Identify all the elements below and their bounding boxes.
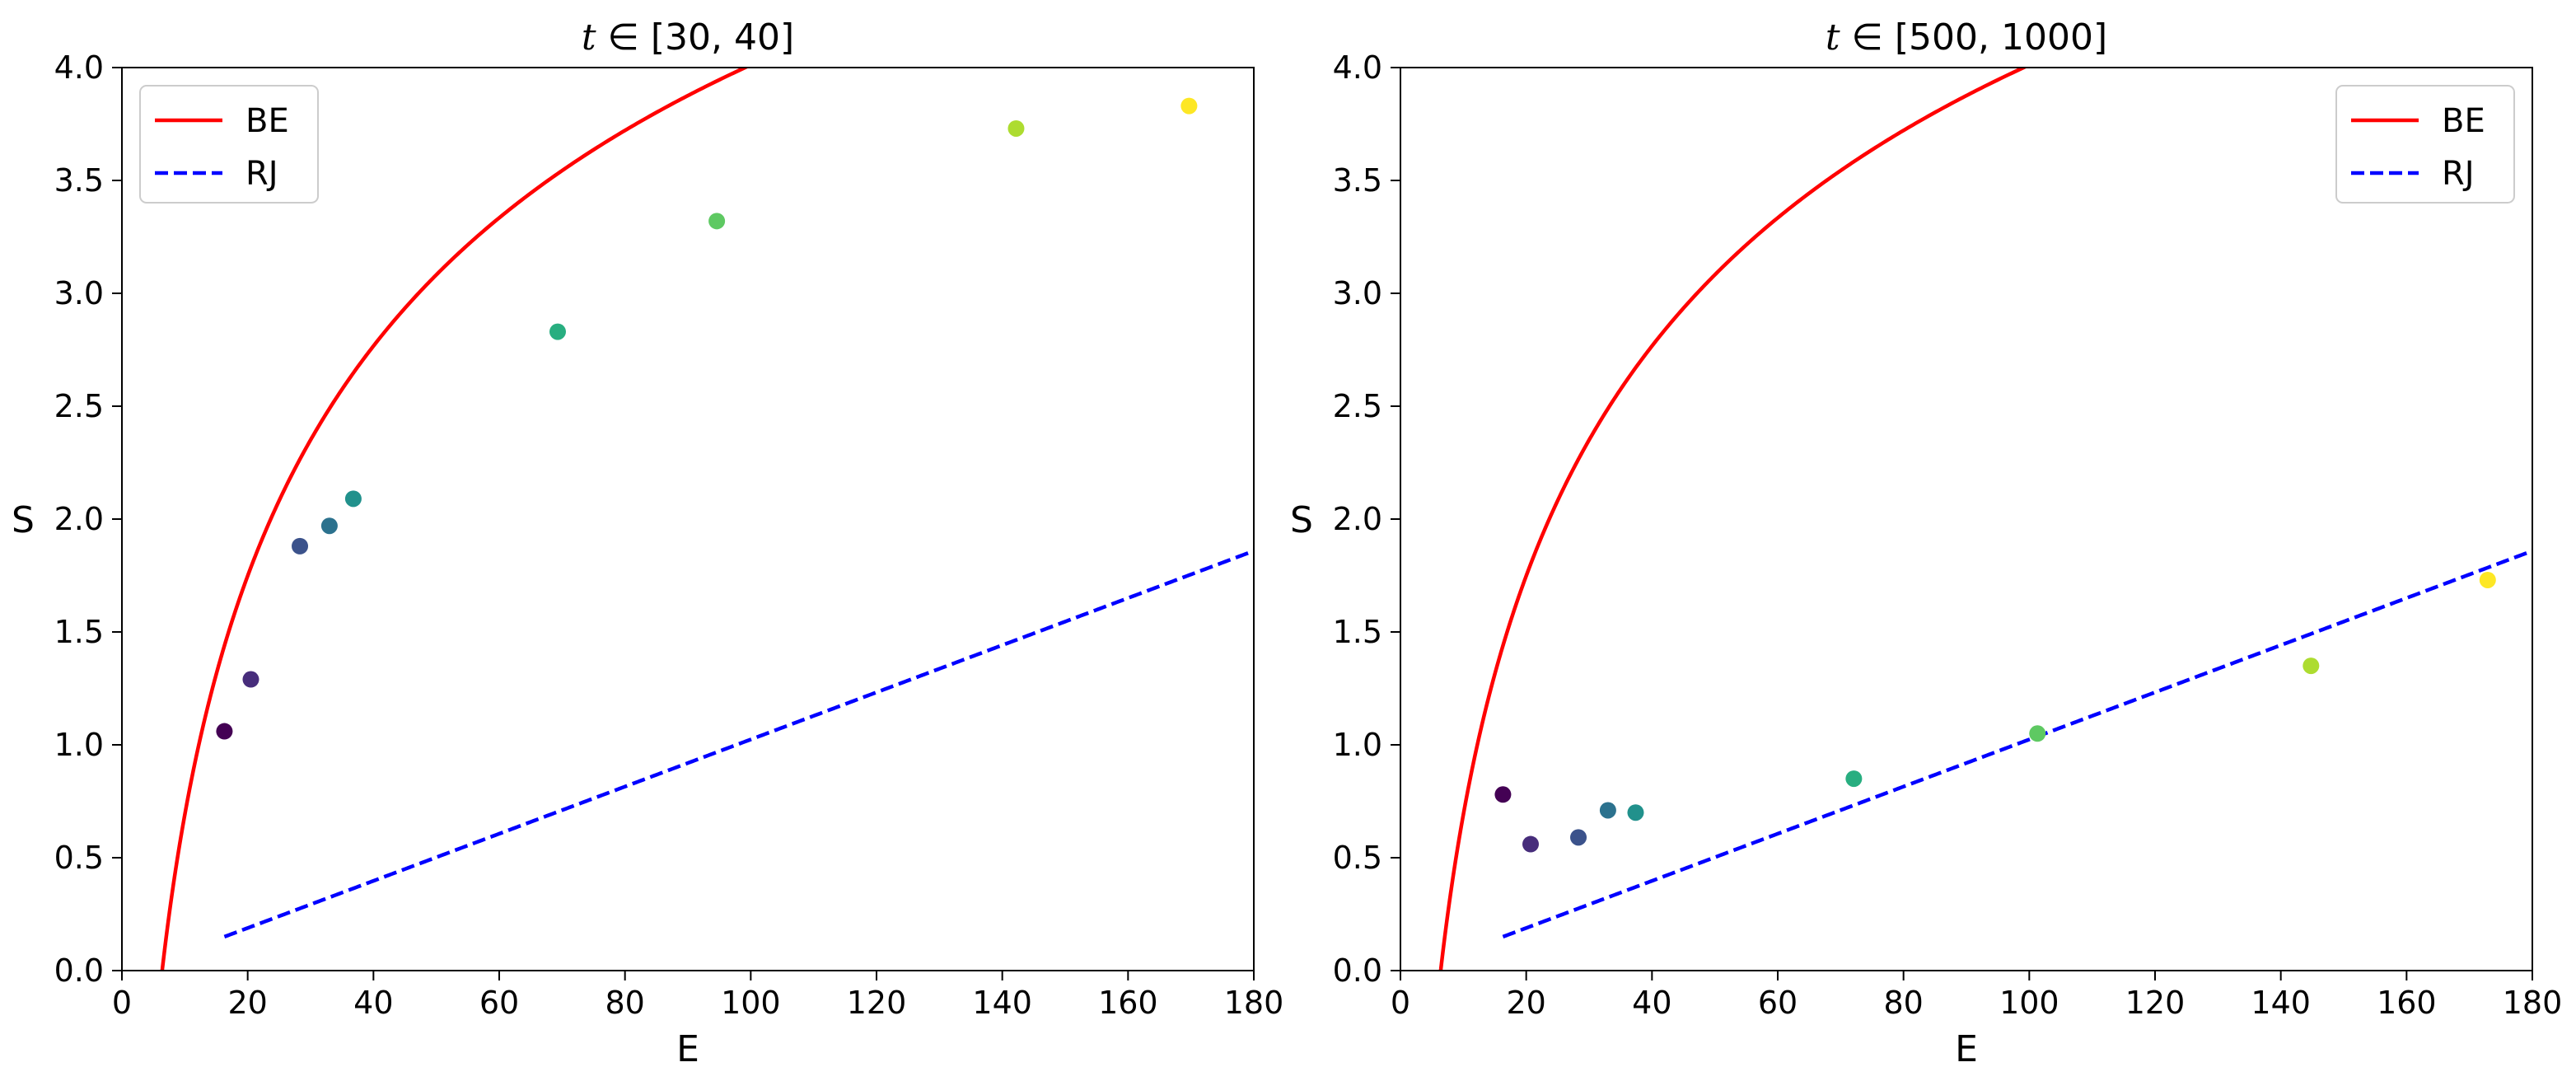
legend-label-be: BE xyxy=(245,102,289,140)
legend-box xyxy=(139,85,319,204)
data-point xyxy=(242,671,259,688)
y-tick-label: 4.0 xyxy=(54,49,104,86)
x-tick-label: 100 xyxy=(721,985,781,1021)
y-tick-label: 1.5 xyxy=(1333,614,1382,650)
y-tick-label: 0.0 xyxy=(1333,952,1382,989)
x-tick-label: 160 xyxy=(1098,985,1158,1021)
x-tick-label: 120 xyxy=(847,985,907,1021)
legend-label-rj: RJ xyxy=(245,155,278,193)
subplot-1: 0 20 40 60 80 100 120 140 160 180 0.0 0.5 1.0 1.5 2.0 2… xyxy=(12,16,1284,1070)
y-axis-label: S xyxy=(1290,499,1313,541)
x-tick-label: 0 xyxy=(1391,985,1410,1021)
x-tick-label: 60 xyxy=(479,985,519,1021)
y-tick-label: 4.0 xyxy=(1333,49,1382,86)
legend-box xyxy=(2335,85,2515,204)
subplot-2: 0 20 40 60 80 100 120 140 160 180 0.0 0.5 1.0 1.5 2.0 2… xyxy=(1290,16,2563,1070)
data-point xyxy=(549,323,566,340)
y-tick-label: 3.0 xyxy=(1333,275,1382,311)
x-tick-label: 140 xyxy=(972,985,1032,1021)
data-point xyxy=(708,213,726,230)
x-tick-label: 100 xyxy=(1999,985,2059,1021)
data-point xyxy=(1845,770,1863,788)
y-axis-label: S xyxy=(12,499,35,541)
y-tick-label: 1.5 xyxy=(54,614,104,650)
data-point xyxy=(2303,657,2320,675)
legend-label-rj: RJ xyxy=(2442,155,2475,193)
x-axis-label: E xyxy=(1955,1028,1978,1070)
x-tick-label: 80 xyxy=(605,985,644,1021)
y-tick-label: 0.0 xyxy=(54,952,104,989)
data-point xyxy=(2479,571,2496,588)
data-point xyxy=(1627,804,1644,821)
data-point xyxy=(1570,829,1587,846)
data-point xyxy=(1007,119,1025,137)
x-tick-label: 160 xyxy=(2377,985,2437,1021)
data-point xyxy=(216,723,233,740)
data-point xyxy=(1494,786,1512,803)
series-line-rj xyxy=(223,549,1254,939)
y-tick-label: 3.5 xyxy=(1333,162,1382,199)
x-axis-label: E xyxy=(676,1028,699,1070)
x-tick-label: 20 xyxy=(1506,985,1545,1021)
series-line-rj xyxy=(1502,549,2532,939)
x-tick-label: 80 xyxy=(1883,985,1923,1021)
chart-title: t ∈ [500, 1000] xyxy=(1826,16,2107,58)
legend: BE RJ xyxy=(2335,85,2515,204)
y-tick-label: 2.0 xyxy=(1333,501,1382,537)
data-point xyxy=(1522,835,1540,853)
legend: BE RJ xyxy=(139,85,319,204)
y-tick-label: 3.0 xyxy=(54,275,104,311)
y-tick-label: 2.0 xyxy=(54,501,104,537)
x-tick-label: 180 xyxy=(1224,985,1284,1021)
data-point xyxy=(1180,97,1198,115)
y-tick-label: 1.0 xyxy=(54,727,104,763)
x-tick-label: 140 xyxy=(2251,985,2311,1021)
series-line-be xyxy=(160,68,750,971)
x-tick-label: 120 xyxy=(2125,985,2186,1021)
data-point xyxy=(2029,725,2046,742)
x-tick-label: 0 xyxy=(112,985,132,1021)
x-tick-label: 180 xyxy=(2503,985,2563,1021)
x-tick-label: 40 xyxy=(353,985,393,1021)
x-tick-label: 60 xyxy=(1758,985,1798,1021)
y-tick-label: 0.5 xyxy=(1333,840,1382,876)
y-tick-label: 3.5 xyxy=(54,162,104,199)
data-point xyxy=(292,537,309,555)
y-tick-label: 0.5 xyxy=(54,840,104,876)
y-tick-label: 2.5 xyxy=(54,388,104,424)
data-point xyxy=(320,517,338,535)
data-point xyxy=(344,490,362,508)
data-point xyxy=(1599,802,1616,819)
series-line-be xyxy=(1438,68,2028,971)
chart-title: t ∈ [30, 40] xyxy=(582,16,794,58)
x-tick-label: 20 xyxy=(227,985,267,1021)
x-tick-label: 40 xyxy=(1632,985,1671,1021)
legend-label-be: BE xyxy=(2442,102,2485,140)
y-tick-label: 2.5 xyxy=(1333,388,1382,424)
y-tick-label: 1.0 xyxy=(1333,727,1382,763)
